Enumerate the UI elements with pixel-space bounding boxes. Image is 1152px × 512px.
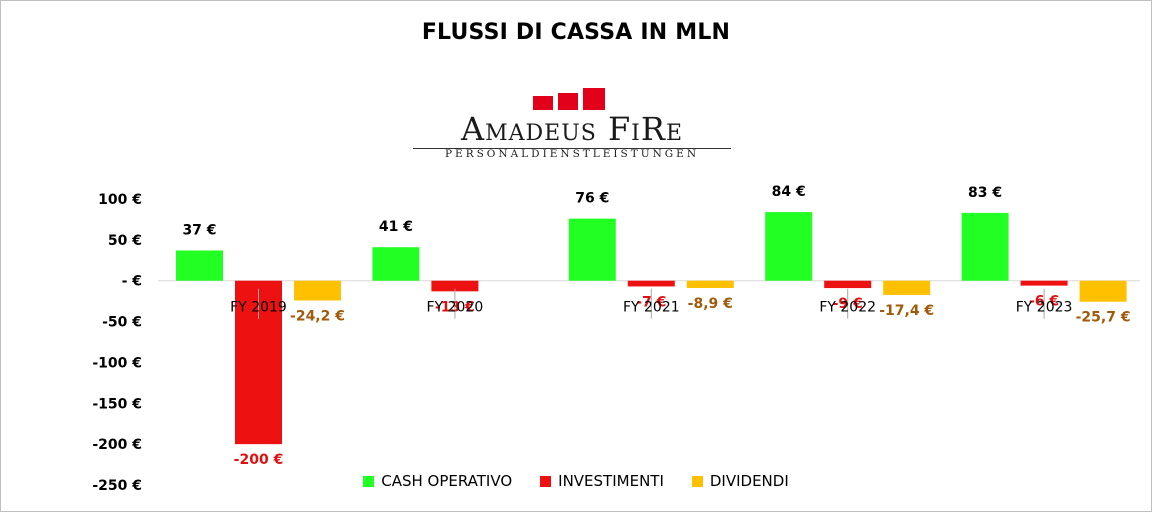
amadeus-fire-logo: Amadeus FiRe PERSONALDIENSTLEISTUNGEN [395,84,755,164]
bar-investimenti [1020,280,1068,286]
data-label: -25,7 € [1076,310,1131,326]
bar-dividendi [1079,280,1127,302]
x-category-label: FY 2023 [1016,300,1073,316]
legend-label: INVESTIMENTI [558,472,664,490]
bar-cash-operativo [765,212,813,281]
chart-legend: CASH OPERATIVO INVESTIMENTI DIVIDENDI [0,472,1152,490]
data-label: -17,4 € [879,303,934,319]
bar-cash-operativo [961,212,1009,281]
y-tick-label: 50 € [108,233,142,249]
legend-swatch [540,475,552,487]
x-category-label: FY 2019 [230,300,287,316]
y-tick-label: -50 € [102,315,142,331]
y-tick-label: -150 € [92,396,142,412]
bar-cash-operativo [372,247,420,281]
bar-dividendi [686,280,734,288]
logo-rule [413,148,731,149]
data-label: 76 € [575,191,609,207]
chart-title: FLUSSI DI CASSA IN MLN [421,20,731,45]
bar-cash-operativo [176,250,223,281]
y-tick-label: - € [122,274,142,290]
bar-dividendi [294,280,341,301]
bar-cash-operativo [568,218,616,281]
legend-swatch [363,475,375,487]
legend-label: DIVIDENDI [709,472,789,490]
bar-investimenti [824,280,872,289]
legend-item: DIVIDENDI [691,472,789,490]
data-label: 83 € [968,185,1002,201]
legend-label: CASH OPERATIVO [381,472,513,490]
data-label: 41 € [379,219,413,235]
data-label: -24,2 € [290,308,345,324]
y-tick-label: 100 € [98,192,142,208]
data-label: -8,9 € [688,296,733,312]
legend-item: CASH OPERATIVO [363,472,512,490]
x-category-label: FY 2021 [623,300,680,316]
bar-investimenti [627,280,675,287]
logo-name: Amadeus FiRe [460,110,684,148]
data-label: 37 € [182,222,216,238]
bar-dividendi [883,280,931,295]
data-label: 84 € [772,184,806,200]
legend-swatch [691,475,703,487]
logo-tagline: PERSONALDIENSTLEISTUNGEN [444,148,700,160]
x-category-label: FY 2020 [427,300,484,316]
y-tick-label: -100 € [92,355,142,371]
y-tick-label: -200 € [92,437,142,453]
y-tick-label: -250 € [92,478,142,494]
x-category-label: FY 2022 [819,300,876,316]
data-label: -200 € [234,452,284,468]
bar-investimenti [431,280,479,292]
legend-item: INVESTIMENTI [540,472,664,490]
